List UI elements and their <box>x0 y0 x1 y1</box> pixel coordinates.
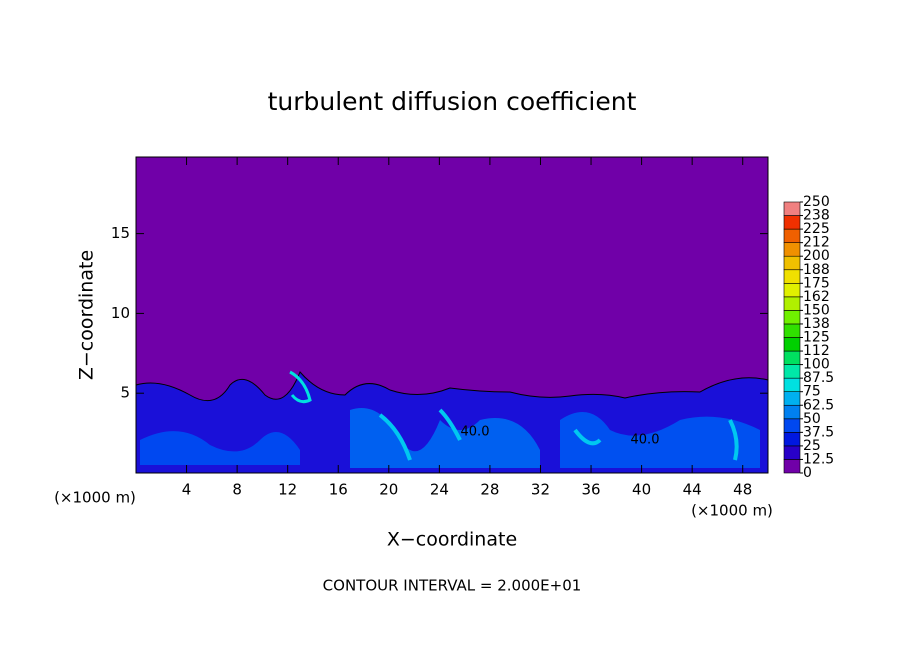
colorbar-band <box>783 404 801 420</box>
colorbar-band <box>783 215 801 230</box>
colorbar-label: 150 <box>803 302 830 318</box>
colorbar-label: 50 <box>803 411 821 427</box>
colorbar-label: 112 <box>803 343 830 359</box>
chart-title: turbulent diffusion coefficient <box>268 87 637 116</box>
x-unit-label: (×1000 m) <box>54 489 136 507</box>
x-tick-label: 20 <box>379 481 398 499</box>
colorbar-band <box>783 337 801 352</box>
y-tick-label: 15 <box>111 224 130 242</box>
x-tick-label: 28 <box>480 481 499 499</box>
colorbar-label: 125 <box>803 330 830 346</box>
colorbar-label: 225 <box>803 221 830 237</box>
colorbar-label: 12.5 <box>803 451 834 467</box>
colorbar-label: 62.5 <box>803 397 834 413</box>
colorbar-label: 37.5 <box>803 424 834 440</box>
colorbar-band <box>783 228 801 243</box>
colorbar-label: 138 <box>803 316 830 332</box>
field-patch <box>350 408 540 468</box>
x-tick-label: 40 <box>632 481 651 499</box>
colorbar-label: 188 <box>803 262 830 278</box>
footnote: CONTOUR INTERVAL = 2.000E+01 <box>323 577 582 595</box>
colorbar-label: 212 <box>803 235 830 251</box>
y-axis-label: Z−coordinate <box>76 250 98 380</box>
x-tick-label: 48 <box>733 481 752 499</box>
x-tick-label: 36 <box>581 481 600 499</box>
field-patch <box>560 412 760 468</box>
contour-label: 40.0 <box>461 425 490 440</box>
contour-field <box>135 157 769 474</box>
field-streak <box>378 408 739 461</box>
colorbar-label: 100 <box>803 357 830 373</box>
field-streak <box>289 370 312 404</box>
x-tick-label: 8 <box>232 481 242 499</box>
colorbar-band <box>783 364 801 379</box>
colorbar-label: 162 <box>803 289 830 305</box>
field-patch <box>140 431 300 465</box>
colorbar-band <box>783 282 801 298</box>
contour-label: 40.0 <box>631 433 660 448</box>
colorbar-label: 25 <box>803 438 821 454</box>
colorbar-label: 75 <box>803 384 821 400</box>
plot-frame <box>135 156 769 474</box>
colorbar-band <box>783 432 801 447</box>
x-tick-label: 4 <box>182 481 192 499</box>
colorbar-band <box>783 418 801 433</box>
x-tick-label: 24 <box>430 481 449 499</box>
colorbar-label: 87.5 <box>803 370 834 386</box>
colorbar-band <box>783 255 801 271</box>
x-tick-label: 44 <box>683 481 702 499</box>
colorbar-band <box>783 296 801 311</box>
colorbar-band <box>783 323 801 338</box>
colorbar-label: 200 <box>803 248 830 264</box>
colorbar-band <box>783 377 801 392</box>
x-tick-label: 16 <box>329 481 348 499</box>
colorbar-label: 0 <box>803 465 812 481</box>
x-unit-label: (×1000 m) <box>691 502 773 520</box>
colorbar-band <box>783 201 801 216</box>
colorbar-band <box>783 242 801 257</box>
x-tick-label: 12 <box>278 481 297 499</box>
colorbar-band <box>783 269 801 284</box>
colorbar-band <box>783 459 801 474</box>
colorbar-band <box>783 391 801 406</box>
x-tick-label: 32 <box>531 481 550 499</box>
y-tick-label: 10 <box>111 304 130 322</box>
colorbar-label: 250 <box>803 194 830 210</box>
colorbar-label: 238 <box>803 208 830 224</box>
y-tick-label: 5 <box>120 384 130 402</box>
colorbar-band <box>783 445 801 460</box>
colorbar-label: 175 <box>803 275 830 291</box>
colorbar-band <box>783 350 801 365</box>
x-axis-label: X−coordinate <box>387 529 517 551</box>
colorbar-band <box>783 310 801 325</box>
